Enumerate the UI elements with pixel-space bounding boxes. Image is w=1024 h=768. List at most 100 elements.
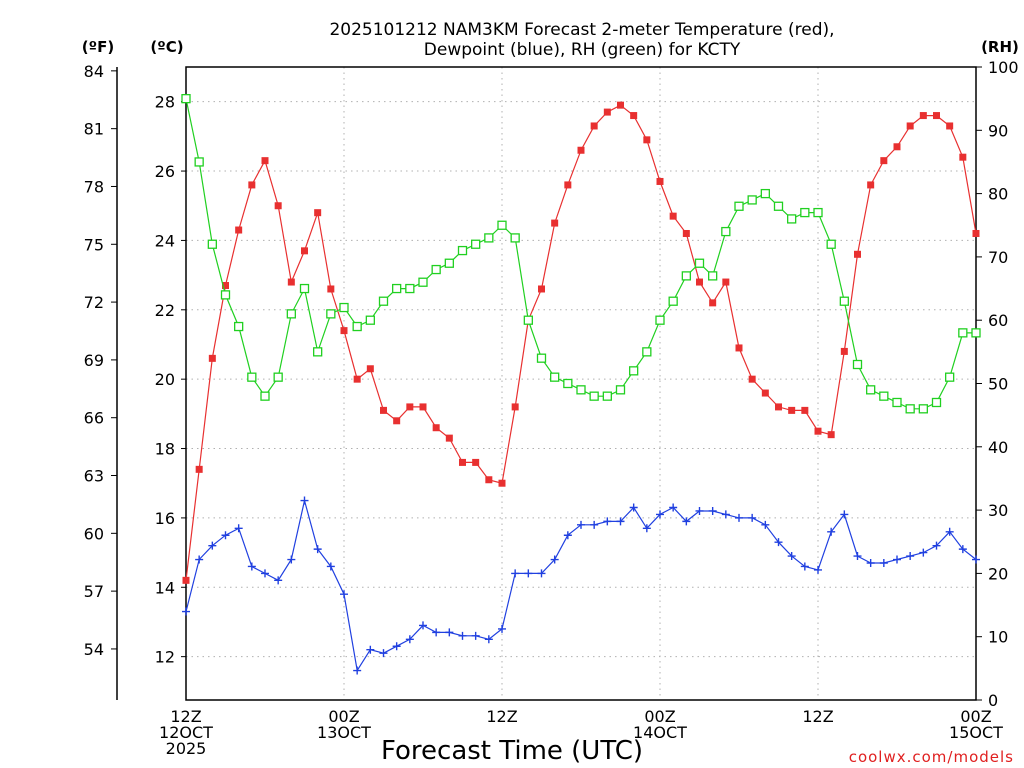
rh-point: [234, 321, 244, 332]
dewpoint-point: [471, 631, 480, 640]
rh-point: [484, 233, 494, 243]
credit-text: coolwx.com/models: [849, 748, 1014, 766]
celsius-tick-label: 18: [155, 440, 175, 459]
dewpoint-point: [340, 590, 348, 599]
rh-point: [313, 347, 323, 357]
celsius-tick-label: 14: [155, 578, 175, 597]
rh-point: [260, 391, 270, 401]
temperature-point: [696, 278, 703, 286]
dewpoint-point: [945, 527, 954, 536]
temperature-point: [380, 406, 387, 414]
rh-point: [892, 397, 902, 408]
rh-point: [352, 321, 362, 332]
dewpoint-point: [919, 548, 928, 557]
temperature-point: [814, 427, 822, 435]
temperature-point: [669, 212, 677, 220]
temperature-point: [261, 157, 269, 165]
dewpoint-point: [708, 506, 717, 515]
rh-point: [536, 353, 547, 363]
fahrenheit-tick-label: 75: [84, 235, 104, 254]
rh-point: [392, 283, 402, 294]
rh-point: [589, 391, 599, 401]
temperature-point: [603, 108, 611, 116]
rh-point: [220, 290, 231, 300]
rh-tick-label: 0: [988, 691, 998, 710]
dewpoint-point: [932, 541, 941, 550]
rh-unit-label: (RH): [981, 38, 1019, 56]
dewpoint-point: [353, 666, 362, 675]
dewpoint-point: [445, 628, 454, 637]
temperature-point: [551, 219, 559, 227]
temperature-point: [709, 299, 717, 307]
dewpoint-point: [261, 569, 269, 578]
fahrenheit-tick-label: 63: [84, 467, 104, 486]
dewpoint-point: [511, 569, 520, 578]
rh-point: [431, 264, 441, 275]
dewpoint-point: [656, 510, 664, 519]
temperature-point: [498, 479, 506, 487]
rh-point: [747, 195, 757, 205]
dewpoint-point: [827, 527, 836, 536]
temperature-point: [222, 282, 229, 290]
dewpoint-point: [629, 503, 638, 512]
x-tick-label: 15OCT: [949, 723, 1003, 742]
rh-point: [694, 258, 705, 268]
dewpoint-point: [853, 552, 862, 561]
temperature-point: [919, 112, 927, 120]
dewpoint-point: [669, 503, 678, 512]
dewpoint-point: [879, 558, 888, 567]
rh-point: [813, 207, 823, 218]
celsius-tick-label: 20: [155, 370, 175, 389]
dewpoint-point: [221, 531, 230, 540]
temperature-point: [643, 136, 651, 144]
temperature-point: [590, 122, 598, 130]
rh-point: [286, 309, 296, 319]
temperature-point: [353, 375, 361, 383]
rh-point: [655, 315, 665, 325]
temperature-point: [735, 344, 743, 352]
dewpoint-point: [616, 517, 625, 526]
rh-point: [721, 226, 731, 237]
dewpoint-point: [695, 506, 704, 515]
rh-point: [457, 245, 468, 256]
rh-point: [760, 188, 770, 199]
dewpoint-point: [906, 552, 915, 561]
celsius-tick-label: 26: [155, 162, 175, 181]
temperature-point: [656, 177, 664, 185]
temperature-point: [195, 465, 203, 473]
x-tick-label: 12Z: [486, 707, 517, 726]
fahrenheit-tick-label: 54: [84, 640, 104, 659]
rh-point: [563, 378, 573, 389]
dewpoint-point: [432, 628, 441, 637]
temperature-point: [906, 122, 914, 130]
dewpoint-point: [958, 545, 967, 554]
rh-point: [931, 397, 942, 408]
rh-tick-label: 20: [988, 564, 1008, 583]
dewpoint-point: [405, 635, 414, 644]
x-tick-label: 00Z: [328, 707, 359, 726]
x-tick-label: 14OCT: [633, 723, 687, 742]
temperature-point: [301, 247, 308, 255]
temperature-point: [274, 202, 282, 210]
dewpoint-point: [326, 562, 335, 571]
rh-point: [852, 359, 863, 370]
rh-point: [471, 239, 481, 249]
rh-point: [207, 239, 217, 249]
series: [181, 94, 981, 675]
dewpoint-point: [787, 552, 796, 561]
rh-point: [576, 385, 586, 395]
rh-point: [734, 201, 744, 211]
temperature-point: [182, 576, 190, 584]
rh-point: [339, 302, 349, 313]
temperature-point: [235, 226, 243, 234]
rh-point: [773, 201, 784, 211]
dewpoint-point: [814, 565, 822, 574]
chart-title-line-1: 2025101212 NAM3KM Forecast 2-meter Tempe…: [329, 20, 834, 40]
dewpoint-point: [721, 510, 730, 519]
temperature-point: [946, 122, 954, 130]
temperature-point: [867, 181, 875, 189]
fahrenheit-tick-label: 60: [84, 524, 104, 543]
rh-point: [629, 366, 639, 376]
celsius-tick-label: 16: [155, 509, 175, 528]
dewpoint-point: [182, 607, 190, 616]
